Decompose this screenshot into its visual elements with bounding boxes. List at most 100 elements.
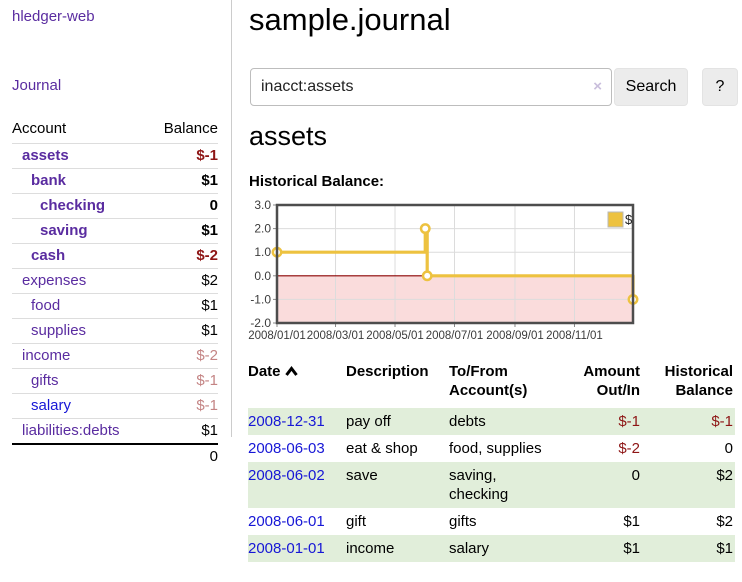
date-header-label: Date bbox=[248, 363, 281, 380]
transaction-row: 2008-12-31 pay off debts $-1 $-1 bbox=[248, 408, 735, 435]
transaction-row: 2008-01-01 income salary $1 $1 bbox=[248, 535, 735, 562]
account-link-income[interactable]: income bbox=[22, 347, 71, 364]
account-balance: $1 bbox=[201, 172, 218, 189]
register-table: Date Description To/From Account(s) Amou… bbox=[248, 360, 735, 562]
column-header-tofrom: To/From Account(s) bbox=[449, 360, 562, 408]
transaction-description: eat & shop bbox=[346, 440, 418, 457]
account-link-gifts[interactable]: gifts bbox=[31, 372, 59, 389]
account-balance: $2 bbox=[201, 272, 218, 289]
account-heading: assets bbox=[249, 121, 328, 151]
account-row: checking 0 bbox=[12, 193, 218, 219]
sidebar-item-journal[interactable]: Journal bbox=[12, 77, 62, 94]
transaction-accounts: gifts bbox=[449, 513, 477, 530]
svg-text:$: $ bbox=[625, 212, 633, 227]
transaction-row: 2008-06-01 gift gifts $1 $2 bbox=[248, 508, 735, 535]
account-balance: $1 bbox=[201, 422, 218, 439]
account-link-bank[interactable]: bank bbox=[31, 172, 67, 189]
account-link-checking[interactable]: checking bbox=[40, 197, 106, 214]
transaction-amount: 0 bbox=[631, 467, 640, 484]
column-header-amount: Amount Out/In bbox=[562, 360, 642, 408]
column-header-description: Description bbox=[346, 363, 429, 380]
svg-text:2008/05/01: 2008/05/01 bbox=[366, 330, 424, 342]
transaction-amount: $-1 bbox=[618, 413, 640, 430]
account-row: salary $-1 bbox=[12, 393, 218, 419]
chart-canvas: 2008/01/01 2008/03/01 2008/05/01 2008/07/01… bbox=[248, 198, 639, 342]
account-row: expenses $2 bbox=[12, 268, 218, 294]
accounts-table: Account Balance assets $-1 bank $1 check… bbox=[12, 115, 218, 469]
svg-text:-2.0: -2.0 bbox=[250, 316, 271, 330]
account-link-supplies[interactable]: supplies bbox=[31, 322, 87, 339]
clear-search-icon[interactable]: × bbox=[593, 78, 602, 95]
accounts-header-row: Account Balance bbox=[12, 115, 218, 144]
account-row: income $-2 bbox=[12, 343, 218, 369]
svg-text:2008/11/01: 2008/11/01 bbox=[546, 330, 603, 342]
transaction-row: 2008-06-02 save saving, checking 0 $2 bbox=[248, 462, 735, 508]
amount-header-line1: Amount bbox=[583, 363, 640, 380]
accounts-header-account: Account bbox=[12, 120, 67, 137]
transaction-date-link[interactable]: 2008-06-03 bbox=[248, 440, 325, 457]
account-link-expenses[interactable]: expenses bbox=[22, 272, 87, 289]
account-balance: $1 bbox=[201, 297, 218, 314]
search-input[interactable] bbox=[250, 68, 612, 106]
account-row: gifts $-1 bbox=[12, 368, 218, 394]
account-row: assets $-1 bbox=[12, 143, 218, 169]
brand-link[interactable]: hledger-web bbox=[12, 8, 95, 25]
svg-text:2008/01/01: 2008/01/01 bbox=[248, 330, 306, 342]
transaction-row: 2008-06-03 eat & shop food, supplies $-2… bbox=[248, 435, 735, 462]
transaction-description: save bbox=[346, 467, 378, 484]
svg-text:3.0: 3.0 bbox=[254, 200, 271, 212]
account-link-food[interactable]: food bbox=[31, 297, 61, 314]
account-balance: $1 bbox=[201, 322, 218, 339]
chart-title: Historical Balance: bbox=[249, 173, 385, 190]
amount-header-line2: Out/In bbox=[596, 382, 640, 399]
account-link-cash[interactable]: cash bbox=[31, 247, 66, 264]
transaction-balance: $1 bbox=[716, 540, 733, 557]
column-header-date[interactable]: Date bbox=[248, 360, 346, 408]
search-form: × Search? bbox=[250, 68, 738, 106]
transaction-balance: $2 bbox=[716, 513, 733, 530]
account-link-salary[interactable]: salary bbox=[31, 397, 72, 414]
transaction-accounts: saving, checking bbox=[449, 467, 509, 503]
transaction-accounts: debts bbox=[449, 413, 486, 430]
accounts-total-row: 0 bbox=[12, 444, 218, 469]
account-balance: $-1 bbox=[196, 372, 218, 389]
account-balance: $1 bbox=[201, 222, 218, 239]
transaction-amount: $1 bbox=[623, 513, 640, 530]
search-button[interactable]: Search bbox=[614, 68, 688, 106]
account-row: saving $1 bbox=[12, 218, 218, 244]
historical-balance-chart: 2008/01/01 2008/03/01 2008/05/01 2008/07/01… bbox=[246, 198, 666, 350]
transaction-date-link[interactable]: 2008-06-01 bbox=[248, 513, 325, 530]
account-row: liabilities:debts $1 bbox=[12, 418, 218, 445]
account-balance: $-2 bbox=[196, 347, 218, 364]
account-balance: 0 bbox=[209, 197, 218, 214]
sort-ascending-icon bbox=[284, 363, 298, 382]
account-link-saving[interactable]: saving bbox=[40, 222, 88, 239]
svg-text:2008/03/01: 2008/03/01 bbox=[307, 330, 365, 342]
transaction-amount: $1 bbox=[623, 540, 640, 557]
svg-text:-1.0: -1.0 bbox=[250, 292, 271, 306]
transaction-date-link[interactable]: 2008-06-02 bbox=[248, 467, 325, 484]
tofrom-header-line1: To/From bbox=[449, 363, 508, 380]
account-link-assets[interactable]: assets bbox=[22, 147, 69, 164]
page-title: sample.journal bbox=[249, 2, 451, 37]
register-header-row: Date Description To/From Account(s) Amou… bbox=[248, 360, 735, 408]
transaction-accounts: food, supplies bbox=[449, 440, 542, 457]
account-row: food $1 bbox=[12, 293, 218, 319]
transaction-balance: $-1 bbox=[711, 413, 733, 430]
transaction-date-link[interactable]: 2008-01-01 bbox=[248, 540, 325, 557]
transaction-balance: $2 bbox=[716, 467, 733, 484]
hist-header-line1: Historical bbox=[664, 363, 733, 380]
accounts-total-value: 0 bbox=[209, 448, 218, 465]
svg-text:2.0: 2.0 bbox=[254, 222, 271, 236]
account-link-liabilities-debts[interactable]: liabilities:debts bbox=[22, 422, 120, 439]
transaction-date-link[interactable]: 2008-12-31 bbox=[248, 413, 325, 430]
svg-text:0.0: 0.0 bbox=[254, 269, 271, 283]
hist-header-line2: Balance bbox=[675, 382, 733, 399]
transaction-amount: $-2 bbox=[618, 440, 640, 457]
transaction-description: pay off bbox=[346, 413, 391, 430]
account-balance: $-1 bbox=[196, 147, 218, 164]
accounts-header-balance: Balance bbox=[163, 120, 218, 137]
tofrom-header-line2: Account(s) bbox=[449, 382, 528, 399]
help-button[interactable]: ? bbox=[702, 68, 738, 106]
